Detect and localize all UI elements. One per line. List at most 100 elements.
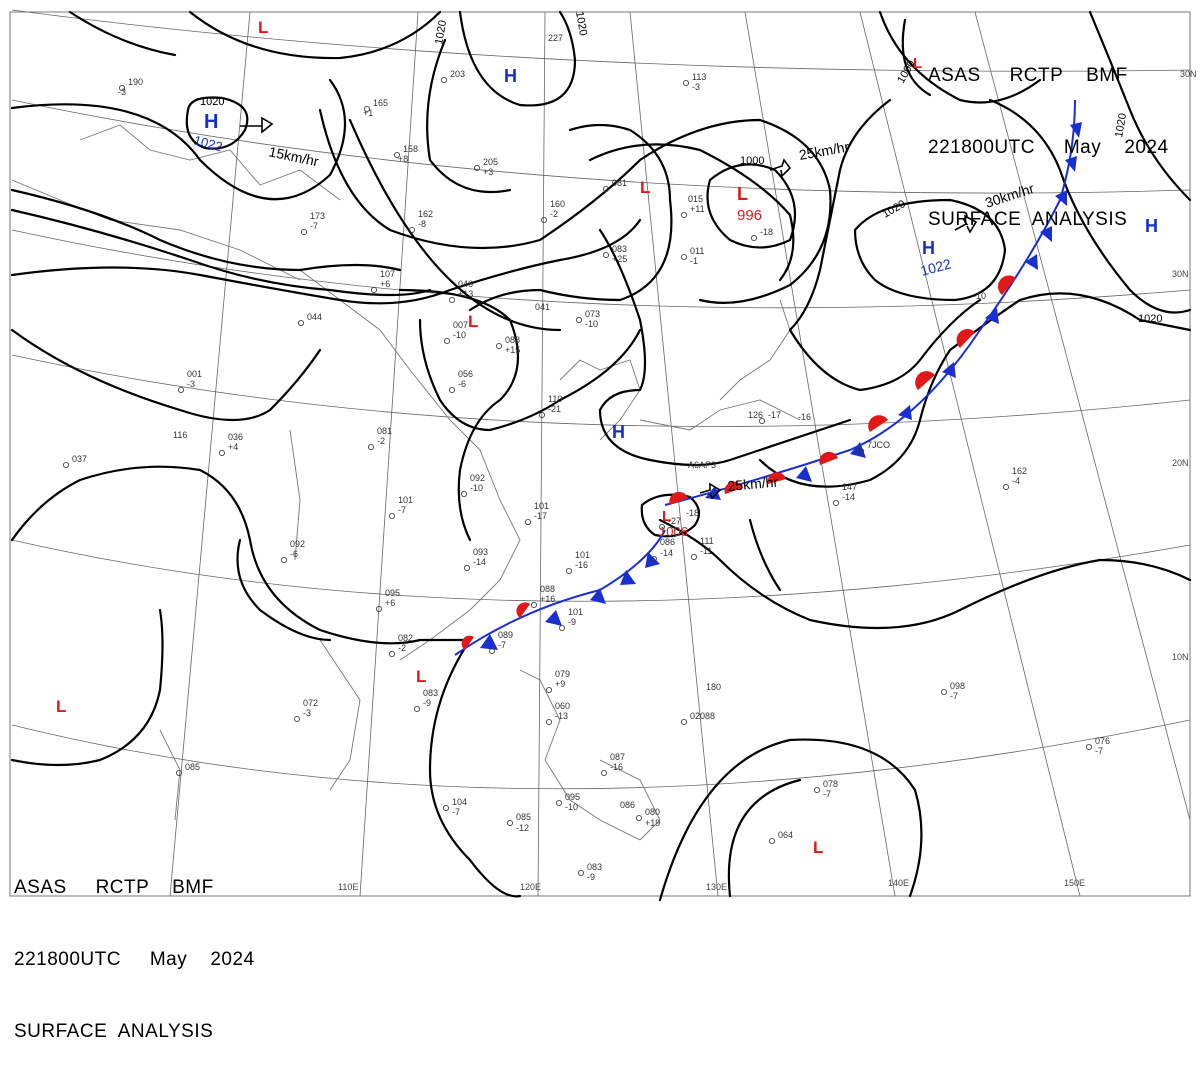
station-value: -9 xyxy=(587,872,595,882)
station-circle xyxy=(388,651,395,658)
station-circle xyxy=(681,211,688,218)
station-value: +16 xyxy=(540,594,555,604)
station-value: 190 xyxy=(128,77,143,87)
station-value: 076 xyxy=(1095,736,1110,746)
station-circle xyxy=(683,80,690,87)
station-circle xyxy=(119,85,126,92)
isobar-labels: 1020 1020 1020 1000 1020 1020 1000 1020 xyxy=(200,10,1162,325)
station-value: -3 xyxy=(118,87,126,97)
station-value: -7 xyxy=(310,221,318,231)
station-value: 081 xyxy=(612,178,627,188)
station-value: -11 xyxy=(700,546,712,556)
station-value: +13 xyxy=(458,289,473,299)
station-value: 086 xyxy=(660,537,675,547)
station-circle xyxy=(408,226,415,233)
station-value: -9 xyxy=(568,617,576,627)
station-value: 203 xyxy=(450,69,465,79)
station-value: +25 xyxy=(612,254,627,264)
station-value: -6 xyxy=(290,549,298,559)
header-line-1: ASAS RCTP BMF xyxy=(14,877,214,898)
station-value: -14 xyxy=(842,492,855,502)
pressure-centers: H 1022 H H 1022 H H L 996 L L L 1006 L L… xyxy=(56,18,1158,857)
header-line-1: ASAS RCTP BMF xyxy=(928,65,1128,86)
station-value: 101 xyxy=(575,550,590,560)
station-circle xyxy=(473,164,480,171)
station-circle xyxy=(525,519,532,526)
low-center-value: 1006 xyxy=(659,524,688,539)
station-value: -16 xyxy=(575,560,588,570)
station-circle xyxy=(556,800,563,807)
station-value: 092 xyxy=(290,539,305,549)
station-value: 064 xyxy=(778,830,793,840)
station-value: -7 xyxy=(950,691,958,701)
station-value: 227 xyxy=(548,33,563,43)
station-circle xyxy=(1003,483,1010,490)
station-value: 107 xyxy=(380,269,395,279)
station-circle xyxy=(566,568,573,575)
station-value: -27 xyxy=(668,516,681,526)
low-center-label: L xyxy=(468,312,478,331)
isobar-value: 1020 xyxy=(200,96,224,108)
low-center-label: L xyxy=(258,18,268,37)
station-value: 072 xyxy=(303,698,318,708)
station-value: 007 xyxy=(453,320,468,330)
station-circle xyxy=(495,342,502,349)
station-circle xyxy=(539,411,546,418)
station-circle xyxy=(941,689,948,696)
station-circle xyxy=(63,461,70,468)
high-center-value: 1022 xyxy=(192,132,224,154)
station-value: 095 xyxy=(385,588,400,598)
station-value: -16 xyxy=(798,412,811,422)
station-circle xyxy=(393,151,400,158)
station-value: 001 xyxy=(187,369,202,379)
station-circle xyxy=(651,556,658,563)
station-value: -7 xyxy=(498,640,506,650)
station-value: +9 xyxy=(555,679,565,689)
station-value: 101 xyxy=(568,607,583,617)
station-value: -12 xyxy=(516,823,529,833)
lon-label: 150E xyxy=(1064,878,1085,888)
station-circle xyxy=(293,716,300,723)
station-circle xyxy=(440,77,447,84)
station-value: +3 xyxy=(483,167,493,177)
station-circle xyxy=(601,770,608,777)
station-value: 037 xyxy=(72,454,87,464)
station-circle xyxy=(576,316,583,323)
station-value: 162 xyxy=(1012,466,1027,476)
isobars xyxy=(10,10,1192,902)
station-value: -1 xyxy=(690,256,698,266)
station-value: -4 xyxy=(1012,476,1020,486)
station-value: +8 xyxy=(398,154,408,164)
station-value: -2 xyxy=(377,436,385,446)
station-circle xyxy=(388,513,395,520)
station-value: +11 xyxy=(690,204,705,214)
station-value: -6 xyxy=(458,379,466,389)
station-value: -3 xyxy=(692,82,700,92)
lat-label: 10N xyxy=(1172,652,1189,662)
chart-header-bottom: ASAS RCTP BMF 221800UTC May 2024 SURFACE… xyxy=(14,828,255,1068)
station-circle xyxy=(177,386,184,393)
station-value: 088 xyxy=(540,584,555,594)
station-value: -10 xyxy=(453,330,466,340)
station-value: 104 xyxy=(452,797,467,807)
station-value: -10 xyxy=(973,291,986,301)
station-value: 205 xyxy=(483,157,498,167)
station-circle xyxy=(413,706,420,713)
station-value: -10 xyxy=(585,319,598,329)
station-value: -7 xyxy=(823,789,831,799)
station-value: -13 xyxy=(555,711,568,721)
station-value: -3 xyxy=(303,708,311,718)
station-circle xyxy=(300,228,307,235)
station-value: -3 xyxy=(187,379,195,389)
station-circle xyxy=(488,648,495,655)
station-circle xyxy=(448,386,455,393)
header-line-3: SURFACE ANALYSIS xyxy=(928,209,1128,230)
station-value: 081 xyxy=(377,426,392,436)
station-value: 110 xyxy=(548,394,562,404)
station-circle xyxy=(375,606,382,613)
station-value: -16 xyxy=(610,762,623,772)
station-value: 160 xyxy=(550,199,565,209)
high-center-value: 1022 xyxy=(919,255,953,279)
station-circle xyxy=(297,319,304,326)
low-center-label: L xyxy=(813,838,823,857)
